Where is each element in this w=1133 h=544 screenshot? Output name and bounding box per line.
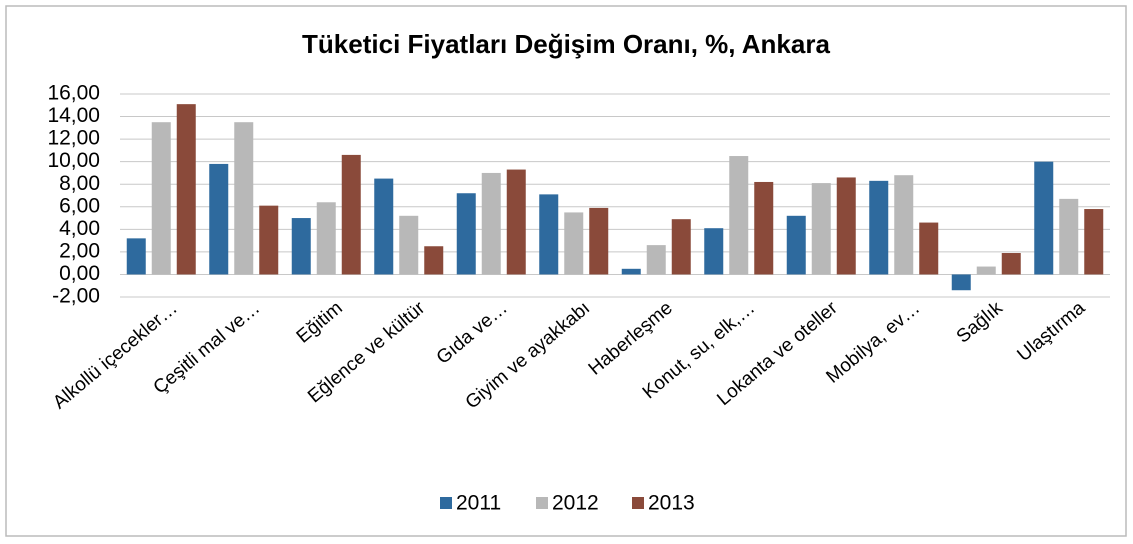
bar (151, 122, 171, 275)
bar (621, 268, 641, 275)
bar (176, 104, 196, 275)
bar (456, 193, 476, 275)
bar (894, 175, 914, 275)
bar (1034, 161, 1054, 275)
bar (1059, 198, 1079, 275)
y-tick-label: 6,00 (59, 194, 100, 217)
bar (951, 274, 971, 291)
legend-label: 2011 (456, 492, 501, 515)
y-tick-label: 4,00 (59, 217, 100, 240)
y-tick-label: 10,00 (47, 149, 100, 172)
bar (589, 207, 609, 275)
bar (671, 219, 691, 275)
bar (291, 218, 311, 275)
y-tick-label: 16,00 (47, 82, 100, 105)
bar (234, 122, 254, 275)
y-tick-label: 8,00 (59, 172, 100, 195)
bar (754, 181, 774, 275)
legend-swatch (536, 497, 548, 509)
bar (729, 156, 749, 275)
legend-label: 2012 (552, 492, 599, 515)
y-tick-label: -2,00 (52, 285, 100, 308)
bar (506, 169, 526, 275)
bar (539, 194, 559, 275)
chart-title: Tüketici Fiyatları Değişim Oranı, %, Ank… (302, 29, 830, 59)
y-tick-label: 2,00 (59, 239, 100, 262)
bar (564, 212, 584, 275)
bar (316, 202, 336, 275)
bar (1001, 253, 1021, 275)
bar (341, 154, 361, 275)
bar (1084, 209, 1104, 275)
bar (704, 228, 724, 275)
bar (786, 215, 806, 275)
bar (424, 246, 444, 275)
bar (481, 172, 501, 275)
legend-label: 2013 (648, 492, 695, 515)
bar (811, 183, 831, 275)
bar (374, 178, 394, 275)
bar (126, 238, 146, 275)
bar (646, 245, 666, 275)
bar (976, 266, 996, 275)
bar (869, 180, 889, 275)
y-tick-label: 14,00 (47, 104, 100, 127)
y-tick-label: 0,00 (59, 262, 100, 285)
legend-swatch (632, 497, 644, 509)
bar (836, 177, 856, 275)
bar (919, 222, 939, 275)
bar (259, 205, 279, 275)
bar (209, 163, 229, 275)
legend-swatch (440, 497, 452, 509)
y-tick-label: 12,00 (47, 127, 100, 150)
bar (399, 215, 419, 275)
